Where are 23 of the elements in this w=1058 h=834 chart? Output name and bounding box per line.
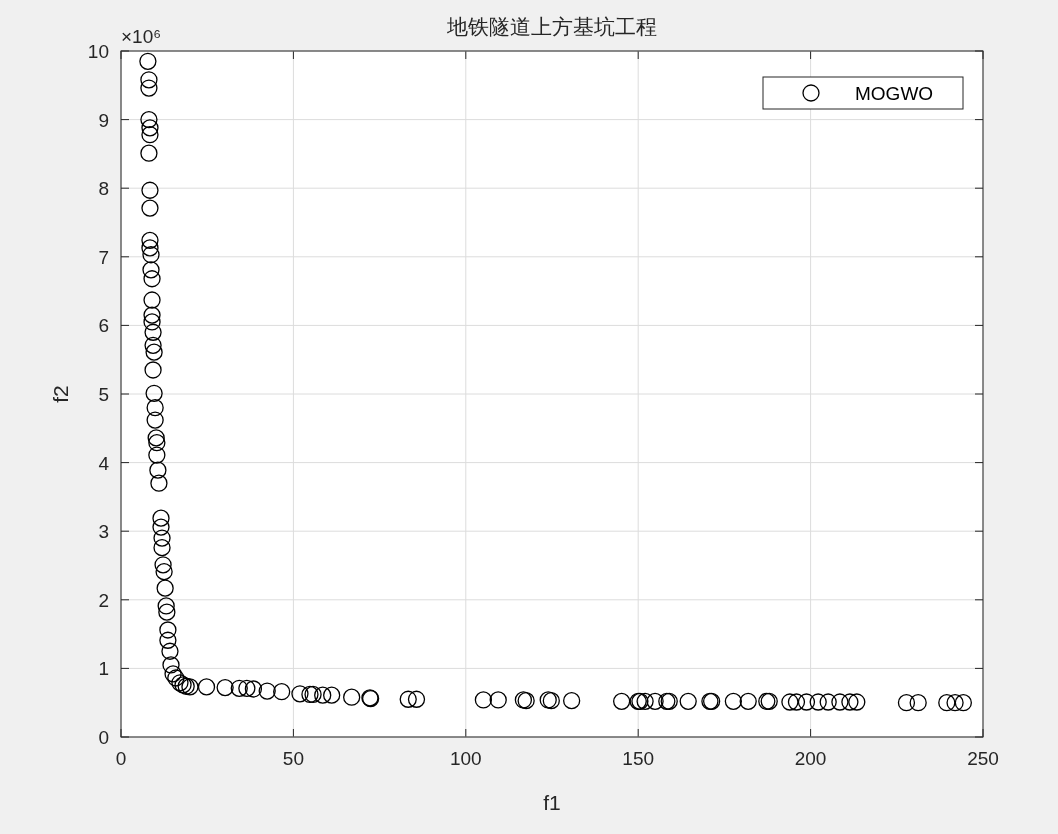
y-tick-label: 4 xyxy=(98,452,110,474)
y-tick-label: 9 xyxy=(98,109,109,131)
chart-title: 地铁隧道上方基坑工程 xyxy=(446,15,657,39)
legend: MOGWO xyxy=(762,76,964,110)
y-tick-label: 0 xyxy=(98,727,109,748)
x-tick-label: 200 xyxy=(794,748,827,769)
x-tick-label: 50 xyxy=(282,748,304,769)
x-tick-label: 100 xyxy=(449,748,482,769)
text: ×10⁶ xyxy=(121,26,162,47)
y-tick-label: 3 xyxy=(98,521,109,543)
x-tick-label: 0 xyxy=(115,748,127,769)
y-tick-label: 2 xyxy=(98,589,109,611)
y-tick-label: 1 xyxy=(98,658,109,680)
y-tick-label: 10 xyxy=(87,41,109,62)
y-tick-label: 7 xyxy=(98,246,109,268)
y-axis-title: f2 xyxy=(49,385,72,403)
y-tick-label: 5 xyxy=(98,384,109,405)
y-tick-label: 8 xyxy=(98,178,109,200)
legend-label: MOGWO xyxy=(855,83,934,104)
y-tick-label: 6 xyxy=(98,315,109,337)
x-tick-label: 250 xyxy=(967,748,999,769)
x-tick-label: 150 xyxy=(622,748,655,769)
x-axis-title: f1 xyxy=(543,791,561,814)
